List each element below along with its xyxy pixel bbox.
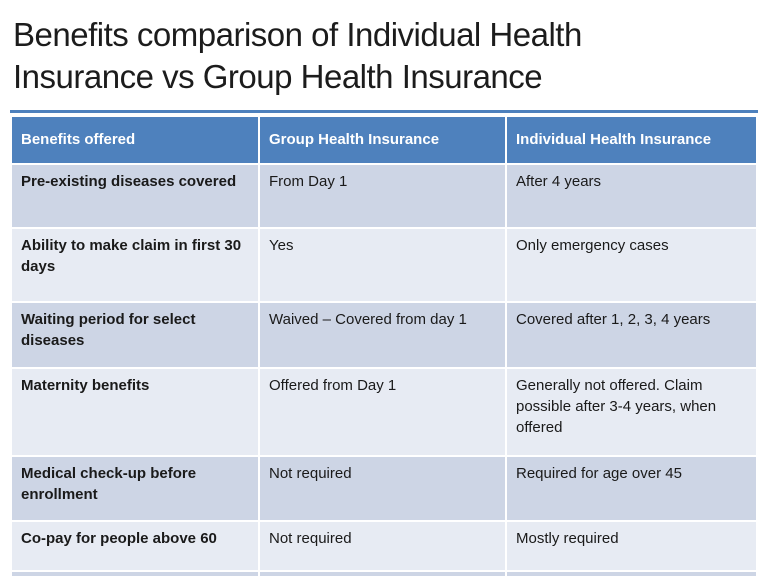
cell-benefit: Relationship manager xyxy=(12,572,258,576)
cell-individual-value: Only emergency cases xyxy=(507,229,756,301)
cell-group-value: From Day 1 xyxy=(260,165,505,227)
comparison-table: Benefits offered Group Health Insurance … xyxy=(10,115,758,576)
cell-benefit: Pre-existing diseases covered xyxy=(12,165,258,227)
column-header-individual-insurance: Individual Health Insurance xyxy=(507,117,756,163)
header-row: Benefits offered Group Health Insurance … xyxy=(12,117,756,163)
table-body: Pre-existing diseases covered From Day 1… xyxy=(12,165,756,576)
cell-benefit: Waiting period for select diseases xyxy=(12,303,258,367)
cell-benefit: Ability to make claim in first 30 days xyxy=(12,229,258,301)
cell-group-value: Waived – Covered from day 1 xyxy=(260,303,505,367)
table-row: Relationship manager Yes No xyxy=(12,572,756,576)
cell-individual-value: Generally not offered. Claim possible af… xyxy=(507,369,756,455)
cell-group-value: Not required xyxy=(260,457,505,520)
table-header: Benefits offered Group Health Insurance … xyxy=(12,117,756,163)
page-title: Benefits comparison of Individual Health… xyxy=(13,14,753,98)
cell-individual-value: No xyxy=(507,572,756,576)
table-row: Maternity benefits Offered from Day 1 Ge… xyxy=(12,369,756,455)
cell-individual-value: Covered after 1, 2, 3, 4 years xyxy=(507,303,756,367)
table-row: Waiting period for select diseases Waive… xyxy=(12,303,756,367)
column-header-benefits: Benefits offered xyxy=(12,117,258,163)
comparison-table-container: Benefits offered Group Health Insurance … xyxy=(10,110,758,576)
cell-group-value: Yes xyxy=(260,572,505,576)
column-header-group-insurance: Group Health Insurance xyxy=(260,117,505,163)
cell-individual-value: After 4 years xyxy=(507,165,756,227)
table-top-rule xyxy=(10,110,758,113)
cell-individual-value: Required for age over 45 xyxy=(507,457,756,520)
cell-group-value: Yes xyxy=(260,229,505,301)
cell-group-value: Offered from Day 1 xyxy=(260,369,505,455)
cell-individual-value: Mostly required xyxy=(507,522,756,570)
table-row: Medical check-up before enrollment Not r… xyxy=(12,457,756,520)
cell-group-value: Not required xyxy=(260,522,505,570)
cell-benefit: Medical check-up before enrollment xyxy=(12,457,258,520)
table-row: Pre-existing diseases covered From Day 1… xyxy=(12,165,756,227)
table-row: Co-pay for people above 60 Not required … xyxy=(12,522,756,570)
table-row: Ability to make claim in first 30 days Y… xyxy=(12,229,756,301)
page-title-line1: Benefits comparison of Individual Health xyxy=(13,16,582,53)
page-title-line2: Insurance vs Group Health Insurance xyxy=(13,58,543,95)
cell-benefit: Co-pay for people above 60 xyxy=(12,522,258,570)
cell-benefit: Maternity benefits xyxy=(12,369,258,455)
